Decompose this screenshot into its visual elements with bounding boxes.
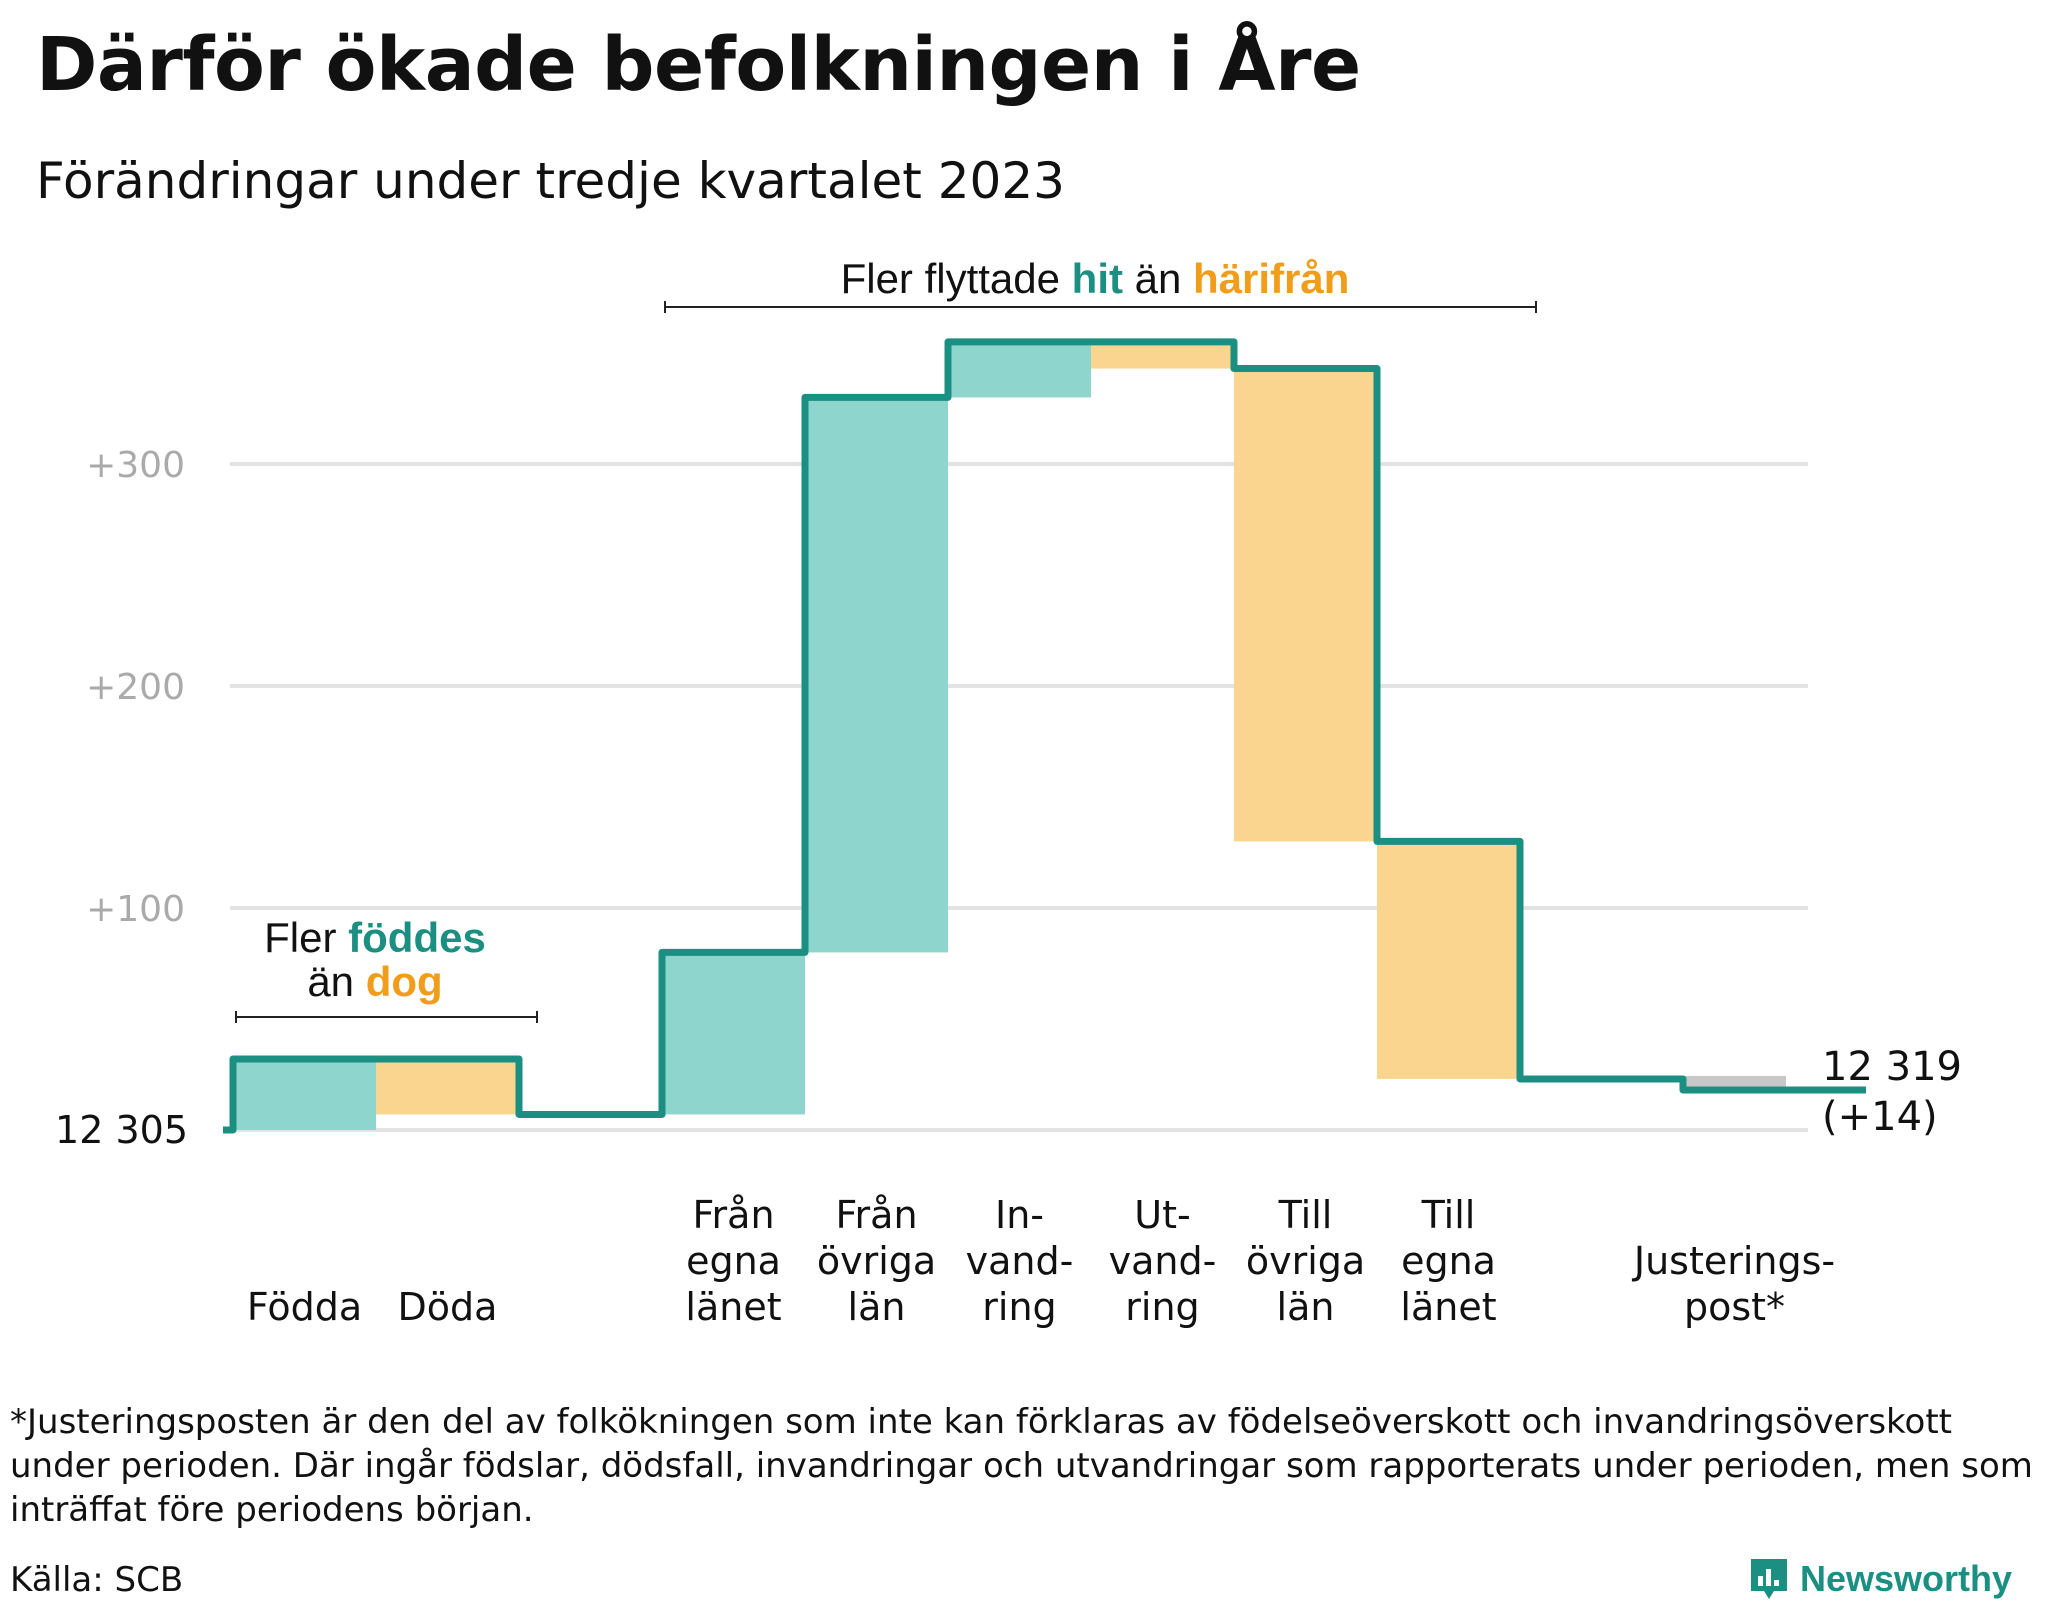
category-label: Födda: [247, 1285, 362, 1329]
category-label: Från: [692, 1193, 774, 1237]
category-label: Från: [835, 1193, 917, 1237]
category-label: post*: [1684, 1285, 1785, 1329]
bar-increase: [948, 341, 1091, 398]
category-label: Döda: [398, 1285, 498, 1329]
category-label: vand-: [966, 1239, 1074, 1283]
bar-decrease: [1377, 841, 1520, 1079]
footnote: *Justeringsposten är den del av folkökni…: [10, 1402, 2033, 1530]
category-label: länet: [1400, 1285, 1496, 1329]
category-label: egna: [686, 1239, 781, 1283]
annotation-part: härifrån: [1193, 255, 1349, 302]
bar-decrease: [376, 1058, 519, 1115]
annotation-birth-line2: än dog: [307, 958, 442, 1005]
y-tick-label: +300: [86, 445, 185, 486]
bar-decrease: [1091, 341, 1234, 369]
annotation-part: dog: [366, 958, 443, 1005]
category-label: ring: [982, 1285, 1056, 1329]
category-label: ring: [1125, 1285, 1199, 1329]
category-label: In-: [995, 1193, 1044, 1237]
annotation-part: än: [307, 958, 365, 1005]
cumulative-step-line: [223, 338, 1866, 1134]
category-label: län: [1277, 1285, 1335, 1329]
end-change-label: (+14): [1822, 1094, 1938, 1140]
annotation-part: Fler: [264, 914, 348, 961]
category-label: Justerings-: [1632, 1239, 1835, 1283]
brand-name: Newsworthy: [1799, 1558, 2012, 1599]
category-label: egna: [1401, 1239, 1496, 1283]
annotation-part: än: [1123, 255, 1193, 302]
y-tick-label: +100: [86, 889, 185, 930]
category-label: Ut-: [1134, 1193, 1190, 1237]
brand: Newsworthy: [1748, 1556, 2012, 1602]
chart-subtitle: Förändringar under tredje kvartalet 2023: [36, 152, 1065, 210]
bar-adjustment: [1683, 1075, 1786, 1091]
category-label: övriga: [817, 1239, 936, 1283]
category-label: län: [848, 1285, 906, 1329]
annotation-part: föddes: [348, 914, 486, 961]
category-label: vand-: [1109, 1239, 1217, 1283]
category-label: Till: [1421, 1193, 1476, 1237]
newsworthy-logo-icon: [1750, 1559, 1787, 1599]
bar-decrease: [1234, 368, 1377, 842]
annotation-part: hit: [1072, 255, 1123, 302]
category-label: övriga: [1246, 1239, 1365, 1283]
y-tick-label: +200: [86, 667, 185, 708]
source-label: Källa: SCB: [10, 1560, 184, 1600]
bar-increase: [233, 1058, 376, 1130]
annotation-birth-line1: Fler föddes: [264, 914, 486, 961]
annotation-move: Fler flyttade hit än härifrån: [841, 255, 1350, 302]
annotation-part: Fler flyttade: [841, 255, 1072, 302]
chart-title: Därför ökade befolkningen i Åre: [36, 22, 1361, 108]
category-label: länet: [685, 1285, 781, 1329]
bar-increase: [662, 952, 805, 1115]
bar-increase: [805, 397, 948, 953]
category-label: Till: [1278, 1193, 1333, 1237]
start-value-label: 12 305: [55, 1108, 188, 1152]
end-value-label: 12 319: [1822, 1044, 1962, 1090]
